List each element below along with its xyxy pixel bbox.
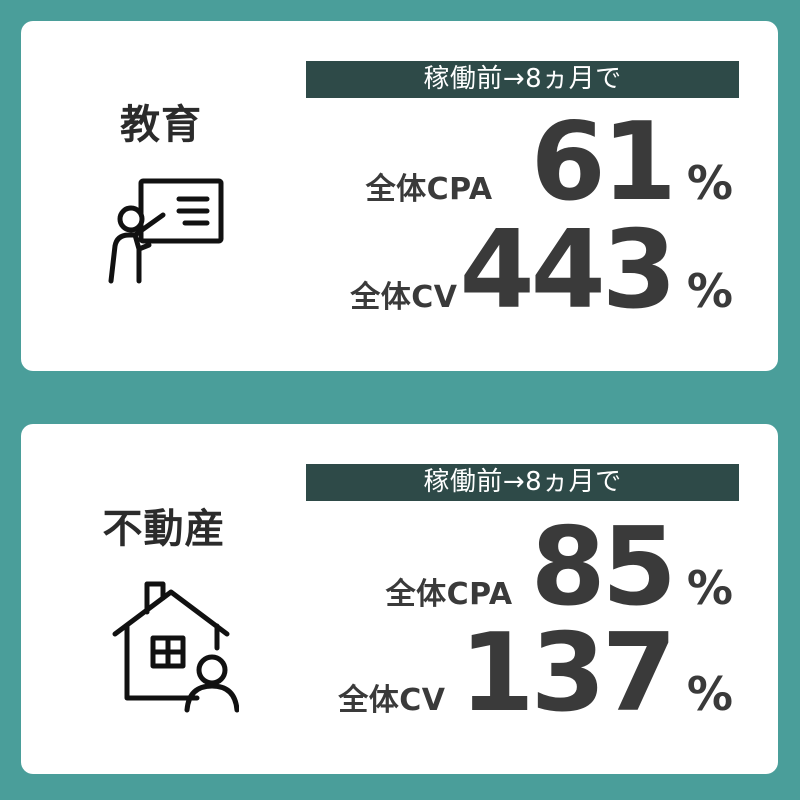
real-estate-card: 不動産 稼働前→8ヵ月で 全体CPA 85 % 全体CV 137 % (21, 424, 778, 774)
metric-value: 443 (459, 208, 676, 333)
metric-label: 全体CPA (385, 577, 513, 612)
metric-value: 85 (530, 505, 677, 630)
metric-cv: 全体CV 443 % (350, 217, 733, 325)
teacher-presentation-icon (99, 171, 229, 286)
metric-unit: % (686, 264, 733, 318)
metric-cv: 全体CV 137 % (338, 620, 733, 728)
house-person-icon (109, 574, 240, 714)
metric-cpa: 全体CPA 61 % (366, 109, 733, 217)
category-title: 教育 (120, 102, 202, 148)
metric-label: 全体CPA (365, 172, 493, 207)
metric-label: 全体CV (350, 280, 458, 315)
metric-unit: % (686, 561, 733, 615)
category-title: 不動産 (102, 506, 226, 552)
metric-value: 61 (530, 100, 677, 225)
metric-label: 全体CV (338, 683, 446, 718)
metric-cpa: 全体CPA 85 % (386, 514, 733, 622)
period-banner: 稼働前→8ヵ月で (306, 61, 739, 98)
metric-value: 137 (459, 611, 676, 736)
period-banner: 稼働前→8ヵ月で (306, 464, 739, 501)
metric-unit: % (686, 667, 733, 721)
metric-unit: % (686, 156, 733, 210)
education-card: 教育 稼働前→8ヵ月で 全体CPA 61 % 全体CV 443 % (21, 21, 778, 371)
